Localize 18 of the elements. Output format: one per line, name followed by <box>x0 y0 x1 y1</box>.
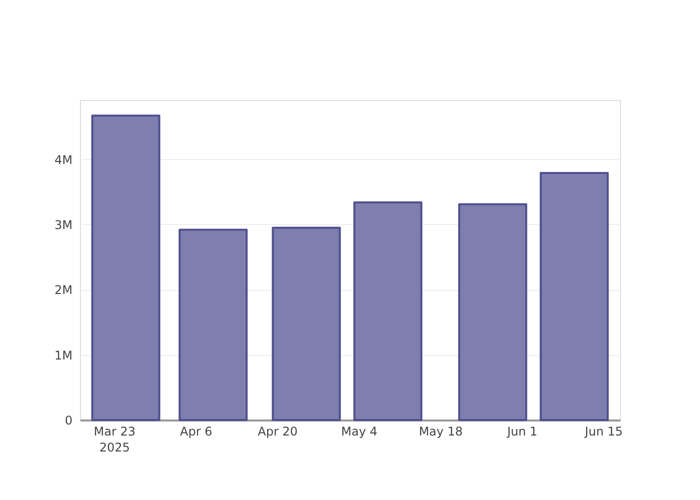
y-tick-label: 4M <box>54 152 72 167</box>
bar <box>178 228 248 421</box>
y-tick-label: 2M <box>54 283 72 298</box>
x-tick-label: Apr 20 <box>258 424 298 438</box>
x-tick-label: May 4 <box>341 424 378 438</box>
y-tick-label: 0 <box>64 414 72 428</box>
bar <box>91 114 160 421</box>
bar <box>353 201 422 421</box>
bar <box>458 203 528 421</box>
x-tick-label: May 18 <box>418 424 463 438</box>
x-tick-label: Jun 15 <box>584 424 623 438</box>
bar <box>272 226 341 421</box>
bar <box>540 172 609 421</box>
x-tick-label: Jun 1 <box>506 424 538 438</box>
x-tick-label: Mar 23 2025 <box>94 424 136 454</box>
y-tick-label: 3M <box>54 218 72 232</box>
y-tick-label: 1M <box>54 348 72 362</box>
x-tick-label: Apr 6 <box>180 424 212 438</box>
